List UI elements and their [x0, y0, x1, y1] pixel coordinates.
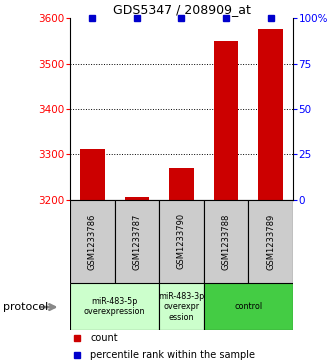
Text: protocol: protocol — [3, 302, 49, 312]
Bar — [258, 29, 283, 200]
Bar — [125, 197, 149, 200]
Bar — [248, 200, 293, 283]
Text: control: control — [234, 302, 262, 311]
Text: percentile rank within the sample: percentile rank within the sample — [90, 350, 255, 360]
Bar — [115, 200, 159, 283]
Bar — [204, 200, 248, 283]
Text: count: count — [90, 334, 118, 343]
Bar — [70, 283, 159, 330]
Bar — [214, 41, 238, 200]
Bar — [204, 283, 293, 330]
Text: GSM1233787: GSM1233787 — [132, 213, 142, 270]
Bar — [80, 149, 105, 200]
Bar — [159, 200, 204, 283]
Text: GSM1233789: GSM1233789 — [266, 213, 275, 269]
Text: miR-483-5p
overexpression: miR-483-5p overexpression — [84, 297, 145, 317]
Text: GSM1233786: GSM1233786 — [88, 213, 97, 270]
Bar — [159, 283, 204, 330]
Bar — [70, 200, 115, 283]
Bar — [169, 168, 194, 200]
Text: GSM1233790: GSM1233790 — [177, 213, 186, 269]
Title: GDS5347 / 208909_at: GDS5347 / 208909_at — [113, 3, 250, 16]
Text: GSM1233788: GSM1233788 — [221, 213, 231, 270]
Text: miR-483-3p
overexpr
ession: miR-483-3p overexpr ession — [159, 292, 204, 322]
